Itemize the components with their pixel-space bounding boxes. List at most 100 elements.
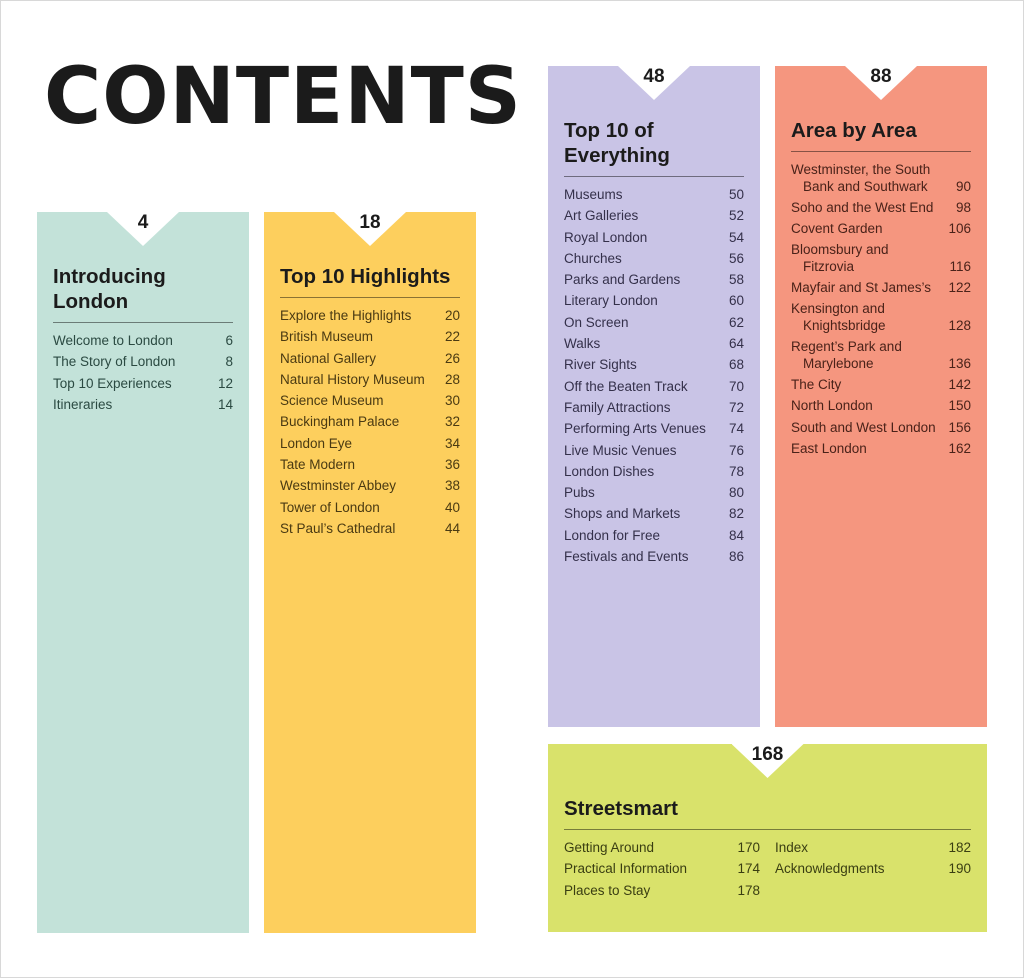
entry-title: Performing Arts Venues: [564, 421, 706, 437]
entry-page: 86: [728, 549, 744, 565]
toc-entry[interactable]: Index 182: [775, 840, 971, 857]
entry-page: 56: [728, 250, 744, 266]
entry-title: Index: [775, 840, 809, 855]
toc-entry[interactable]: Live Music Venues 76: [564, 443, 744, 460]
toc-entry[interactable]: Tower of London 40: [280, 500, 460, 517]
toc-entry[interactable]: Soho and the West End 98: [791, 200, 971, 217]
toc-entry[interactable]: Festivals and Events 86: [564, 549, 744, 566]
toc-entry[interactable]: Museums 50: [564, 187, 744, 204]
toc-entry[interactable]: Walks 64: [564, 336, 744, 353]
toc-entry[interactable]: Tate Modern 36: [280, 457, 460, 474]
entry-title: St Paul’s Cathedral: [280, 520, 396, 536]
toc-entry[interactable]: South and West London 156: [791, 420, 971, 437]
toc-entry[interactable]: Science Museum 30: [280, 393, 460, 410]
entry-title: Soho and the West End: [791, 199, 934, 215]
toc-entry[interactable]: Performing Arts Venues 74: [564, 421, 744, 438]
toc-entry[interactable]: British Museum 22: [280, 329, 460, 346]
toc-entry[interactable]: London for Free 84: [564, 528, 744, 545]
toc-entry[interactable]: The Story of London 8: [53, 354, 233, 371]
entry-title: Natural History Museum: [280, 371, 425, 387]
entry-title: The Story of London: [53, 354, 176, 370]
toc-entry[interactable]: On Screen 62: [564, 315, 744, 332]
toc-entry[interactable]: Off the Beaten Track 70: [564, 379, 744, 396]
section-page-number: 4: [137, 212, 149, 233]
entry-page: 64: [728, 336, 744, 352]
entry-page: 78: [728, 463, 744, 479]
toc-entry[interactable]: Literary London 60: [564, 293, 744, 310]
toc-entry[interactable]: Places to Stay 178: [564, 883, 760, 900]
toc-entry[interactable]: Family Attractions 72: [564, 400, 744, 417]
entry-page: 12: [217, 375, 233, 391]
toc-entry[interactable]: Regent’s Park and Marylebone 136: [791, 339, 971, 372]
toc-entry[interactable]: Getting Around 170: [564, 840, 760, 857]
toc-entry[interactable]: Parks and Gardens 58: [564, 272, 744, 289]
entry-page: 32: [444, 414, 460, 430]
entry-page: 136: [948, 355, 971, 371]
toc-entry[interactable]: Buckingham Palace 32: [280, 414, 460, 431]
entry-page: 6: [225, 333, 233, 348]
section-heading: Area by Area: [791, 118, 971, 152]
entry-title: National Gallery: [280, 350, 377, 366]
entry-page: 14: [217, 396, 233, 412]
entry-page: 38: [444, 478, 460, 494]
entry-title: London for Free: [564, 527, 661, 543]
toc-entry[interactable]: Practical Information 174: [564, 861, 760, 878]
entry-title: London Dishes: [564, 463, 655, 479]
entry-title: London Eye: [280, 435, 353, 451]
toc-entry[interactable]: River Sights 68: [564, 357, 744, 374]
section-area-by-area: 88 Area by Area Westminster, the South Ban…: [775, 66, 987, 727]
toc-entry[interactable]: Westminster Abbey 38: [280, 478, 460, 495]
toc-entry[interactable]: Itineraries 14: [53, 397, 233, 414]
section-heading: Top 10 Highlights: [280, 264, 460, 298]
toc-entry[interactable]: Acknowledgments 190: [775, 861, 971, 878]
toc-entry[interactable]: Mayfair and St James’s 122: [791, 280, 971, 297]
entry-title: Walks: [564, 336, 601, 352]
entry-page: 36: [444, 457, 460, 473]
entry-title: Pubs: [564, 485, 595, 501]
section-top-10-of-everything: 48 Top 10 of Everything Museums 50 Art Galle…: [548, 66, 760, 727]
entry-title: Top 10 Experiences: [53, 375, 172, 391]
entry-title: Buckingham Palace: [280, 414, 400, 430]
section-streetsmart: 168 Streetsmart Getting Around 170 Practical…: [548, 744, 987, 932]
entry-page: 72: [728, 399, 744, 415]
entry-page: 58: [728, 272, 744, 288]
toc-entry[interactable]: Kensington and Knightsbridge 128: [791, 301, 971, 334]
toc-entry[interactable]: London Dishes 78: [564, 464, 744, 481]
toc-entry[interactable]: London Eye 34: [280, 436, 460, 453]
toc-entry[interactable]: Explore the Highlights 20: [280, 308, 460, 325]
entry-title: Places to Stay: [564, 882, 651, 898]
entry-title: Royal London: [564, 229, 648, 245]
toc-entry[interactable]: St Paul’s Cathedral 44: [280, 521, 460, 538]
toc-entry[interactable]: East London 162: [791, 441, 971, 458]
section-heading: Introducing London: [53, 264, 233, 323]
entry-title: Tate Modern: [280, 457, 356, 473]
toc-entry[interactable]: Top 10 Experiences 12: [53, 376, 233, 393]
section-heading: Top 10 of Everything: [564, 118, 744, 177]
entry-page: 76: [728, 442, 744, 458]
toc-entry[interactable]: North London 150: [791, 398, 971, 415]
entry-page: 142: [948, 377, 971, 393]
toc-entry[interactable]: Welcome to London 6: [53, 333, 233, 350]
toc-entry[interactable]: Westminster, the South Bank and Southwar…: [791, 162, 971, 195]
entry-title: Westminster Abbey: [280, 478, 397, 494]
entry-page: 52: [728, 208, 744, 224]
entry-title: Festivals and Events: [564, 549, 689, 565]
toc-entry[interactable]: Natural History Museum 28: [280, 372, 460, 389]
toc-entry[interactable]: Churches 56: [564, 251, 744, 268]
toc-entry[interactable]: Art Galleries 52: [564, 208, 744, 225]
entry-title: Tower of London: [280, 499, 380, 515]
entry-title: River Sights: [564, 357, 637, 373]
toc-entry[interactable]: Royal London 54: [564, 230, 744, 247]
entry-page: 162: [948, 440, 971, 456]
toc-entry[interactable]: Covent Garden 106: [791, 221, 971, 238]
entry-title: Shops and Markets: [564, 506, 681, 522]
section-heading: Streetsmart: [564, 796, 971, 830]
toc-entry[interactable]: Bloomsbury and Fitzrovia 116: [791, 242, 971, 275]
entry-page: 62: [728, 314, 744, 330]
toc-entry[interactable]: Shops and Markets 82: [564, 506, 744, 523]
toc-entry[interactable]: The City 142: [791, 377, 971, 394]
toc-entry[interactable]: National Gallery 26: [280, 351, 460, 368]
toc-entry[interactable]: Pubs 80: [564, 485, 744, 502]
entry-title: Parks and Gardens: [564, 272, 681, 288]
entry-page: 98: [955, 199, 971, 215]
